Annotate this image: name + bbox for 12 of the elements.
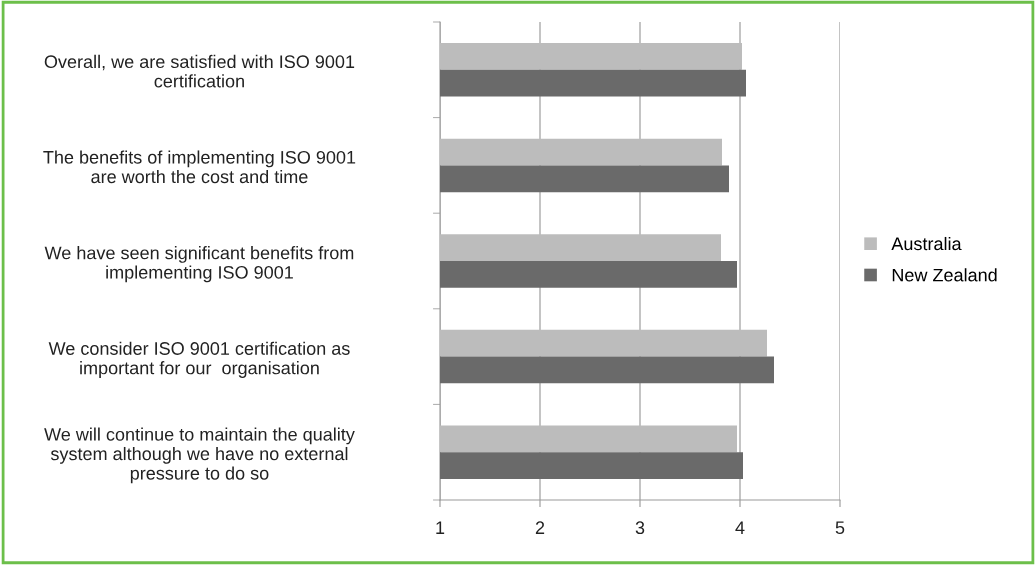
x-tick-label: 1 [436,521,445,534]
legend-label: Australia [891,236,962,251]
y-tick-label: Overall, we are satisfied with ISO 9001 certification [44,54,355,88]
y-tick-label: The benefits of implementing ISO 9001 are worth the cost and time [43,150,356,184]
y-tick-label: We have seen significant benefits from implementing ISO 9001 [44,246,354,283]
x-tick-label: 4 [735,521,745,534]
x-tick-label: 2 [535,521,545,534]
x-tick-label: 5 [835,521,845,535]
legend-label: New Zealand [892,268,997,282]
y-tick-label: We consider ISO 9001 certification as important for our organisation [48,341,350,378]
x-tick-label: 3 [635,521,645,535]
y-tick-label: We will continue to maintain the quality system although we have no external pressure to do so [44,427,355,484]
